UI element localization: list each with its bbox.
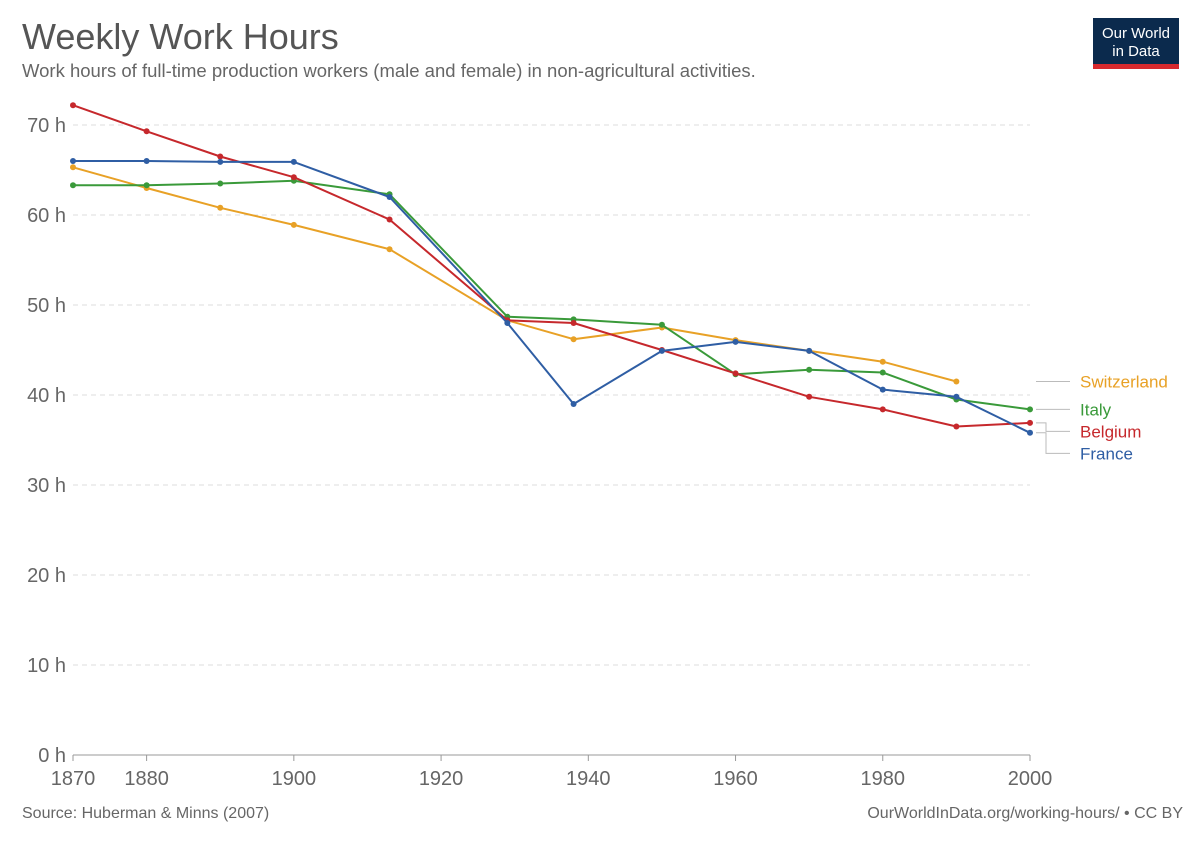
logo-line-2: in Data [1112,43,1160,60]
data-point[interactable] [70,164,76,171]
legend-connector [1036,432,1070,454]
series-line[interactable] [73,160,1031,434]
grid-lines [73,124,1030,756]
x-tick-label: 1880 [124,768,169,790]
data-point[interactable] [217,180,224,187]
data-point[interactable] [732,370,739,377]
data-point[interactable] [806,347,813,354]
data-point[interactable] [570,401,577,407]
legend: Switzerland Italy Belgium France [1036,373,1168,463]
data-point[interactable] [570,320,577,326]
data-point[interactable] [658,321,665,328]
data-point[interactable] [70,182,76,189]
y-tick-label: 40 h [27,385,66,407]
chart-subtitle: Work hours of full-time production worke… [22,60,756,81]
data-point[interactable] [570,336,577,343]
x-tick-label: 2000 [1008,768,1053,790]
x-tick-label: 1980 [861,768,906,790]
data-point[interactable] [217,153,224,160]
data-point[interactable] [953,393,960,400]
y-tick-label: 30 h [27,475,66,497]
data-point[interactable] [143,158,150,164]
y-tick-label: 60 h [27,205,66,227]
x-tick-label: 1900 [272,768,317,790]
data-point[interactable] [70,102,76,109]
data-point[interactable] [1027,406,1033,413]
data-point[interactable] [386,194,393,200]
series-france [70,158,1033,436]
source-note: Source: Huberman & Minns (2007) [22,805,270,822]
logo-line-1: Our World [1101,25,1171,42]
data-point[interactable] [732,338,739,345]
y-axis-ticks: 0 h 10 h 20 h 30 h 40 h 50 h 60 h 70 h [27,115,66,767]
x-tick-label: 1940 [566,768,611,790]
legend-label-france[interactable]: France [1080,444,1133,463]
x-tick-label: 1960 [713,768,758,790]
data-point[interactable] [806,393,813,400]
y-tick-label: 20 h [27,565,66,587]
legend-label-italy[interactable]: Italy [1080,400,1112,419]
data-point[interactable] [879,406,886,413]
data-point[interactable] [290,174,297,181]
series-line[interactable] [72,166,957,383]
data-point[interactable] [806,366,813,373]
legend-connector [1036,422,1070,432]
y-tick-label: 0 h [38,745,66,767]
legend-label-belgium[interactable]: Belgium [1080,422,1141,441]
data-point[interactable] [1027,429,1033,436]
x-tick-label: 1920 [419,768,464,790]
data-point[interactable] [953,423,960,430]
source-url[interactable]: OurWorldInData.org/working-hours/ • CC B… [867,805,1183,822]
y-tick-label: 10 h [27,655,66,677]
data-point[interactable] [386,246,393,253]
x-axis-ticks: 1870 1880 1900 1920 1940 1960 1980 2000 [51,755,1053,790]
y-tick-label: 70 h [27,115,66,137]
owid-logo[interactable]: Our World in Data [1093,18,1179,69]
data-point[interactable] [658,347,665,354]
series-switzerland [70,164,960,385]
series-lines [70,102,1033,436]
legend-label-switzerland[interactable]: Switzerland [1080,373,1168,392]
data-point[interactable] [879,369,886,376]
data-point[interactable] [143,128,150,135]
data-point[interactable] [879,358,886,365]
y-tick-label: 50 h [27,295,66,317]
data-point[interactable] [217,204,224,211]
data-point[interactable] [1027,419,1033,426]
chart-title: Weekly Work Hours [22,16,339,57]
data-point[interactable] [70,158,76,164]
data-point[interactable] [504,320,511,326]
data-point[interactable] [290,158,297,165]
data-point[interactable] [143,182,150,189]
series-belgium [70,102,1033,430]
data-point[interactable] [953,378,960,385]
data-point[interactable] [879,386,886,393]
data-point[interactable] [217,158,224,165]
data-point[interactable] [290,221,297,228]
data-point[interactable] [386,216,393,223]
x-tick-label: 1870 [51,768,96,790]
